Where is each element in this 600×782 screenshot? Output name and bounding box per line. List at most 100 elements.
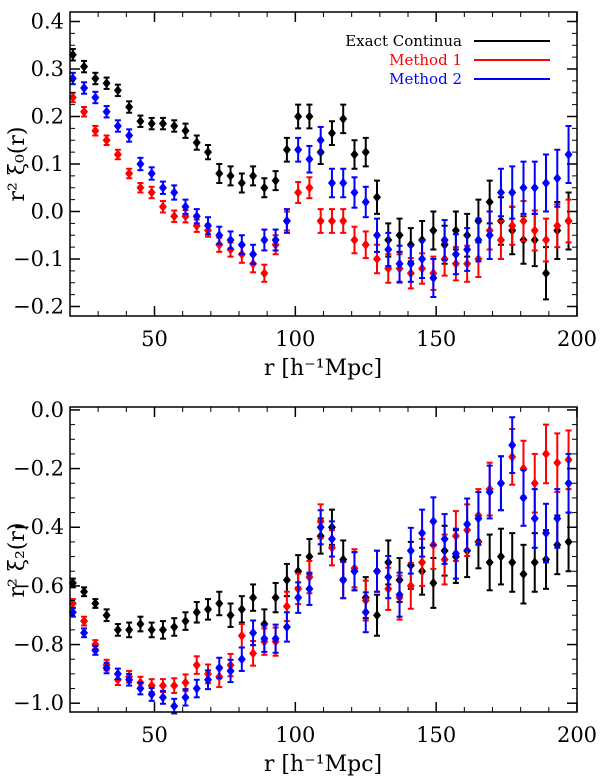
xi0-exact-continua-point: [305, 103, 314, 130]
diamond-marker: [429, 516, 438, 527]
xi0-method-2-point: [215, 225, 224, 245]
diamond-marker: [249, 170, 258, 181]
diamond-marker: [463, 519, 472, 530]
xi2-exact-continua-point: [485, 533, 494, 592]
diamond-marker: [192, 607, 201, 618]
xi2-exact-continua-point: [373, 593, 382, 637]
x-tick-label: 100: [275, 327, 315, 351]
diamond-marker: [158, 680, 167, 691]
xi0-exact-continua-point: [136, 114, 145, 128]
xi0-exact-continua-point: [204, 144, 213, 161]
diamond-marker: [350, 235, 359, 245]
diamond-marker: [395, 230, 404, 241]
xi0-method-2-point: [350, 176, 359, 209]
xi0-method-2-point: [474, 217, 483, 263]
xi0-method-2-point: [260, 228, 269, 252]
diamond-marker: [113, 121, 122, 131]
diamond-marker: [418, 528, 427, 539]
xi2-exact-continua-point: [136, 615, 145, 633]
xi2-method-2-point: [147, 686, 156, 702]
diamond-marker: [305, 583, 314, 594]
xi0-method-2-point: [485, 210, 494, 260]
diamond-marker: [496, 187, 505, 198]
diamond-marker: [282, 601, 291, 612]
xi2-method-2-point: [350, 551, 359, 592]
xi2-exact-continua-point: [192, 601, 201, 624]
diamond-marker: [305, 551, 314, 562]
xi0-exact-continua-point: [226, 165, 235, 187]
xi0-method-1-point: [361, 230, 370, 260]
diamond-marker: [406, 545, 415, 556]
xi0-method-2-point: [91, 90, 100, 105]
xi0-method-2-point: [418, 239, 427, 279]
diamond-marker: [271, 592, 280, 603]
diamond-marker: [327, 216, 336, 226]
diamond-marker: [282, 216, 291, 226]
xi0-exact-continua-point: [80, 59, 89, 74]
diamond-marker: [564, 216, 573, 226]
xi0-method-2-point: [136, 156, 145, 172]
diamond-marker: [192, 683, 201, 694]
diamond-marker: [125, 102, 134, 112]
xi0-method-2-point: [125, 128, 134, 143]
xi0-method-2-point: [249, 243, 258, 265]
xi0-exact-continua-point: [170, 119, 179, 133]
diamond-marker: [237, 654, 246, 665]
xi2-panel: 50 100 150 200 −1.0 −0.8 −0.6 −0.4 −0.2 0.0 r [h⁻…: [5, 398, 597, 777]
diamond-marker: [350, 566, 359, 577]
xi2-method-1-point: [192, 655, 201, 675]
diamond-marker: [530, 513, 539, 524]
diamond-marker: [158, 624, 167, 635]
xi2-exact-continua-point: [158, 620, 167, 640]
xi0-exact-continua-point: [91, 71, 100, 86]
diamond-marker: [316, 216, 325, 226]
diamond-marker: [158, 201, 167, 212]
xi2-exact-continua-point: [271, 581, 280, 614]
xi2-method-2-point: [485, 464, 494, 520]
xi2-method-2-point: [215, 656, 224, 680]
xi2-method-2-point: [158, 689, 167, 705]
diamond-marker: [249, 627, 258, 638]
y-tick-label: 0.3: [31, 57, 64, 81]
xi2-method-1-point: [170, 677, 179, 694]
x-tick-label: 50: [141, 327, 168, 351]
xi0-method-1-point: [80, 106, 89, 118]
diamond-marker: [249, 249, 258, 260]
diamond-marker: [339, 216, 348, 226]
y-tick-label: −0.6: [13, 574, 64, 598]
xi0-method-2-point: [282, 208, 291, 234]
xi0-method-2-point: [181, 198, 190, 215]
xi2-exact-continua-point: [249, 583, 258, 612]
xi0-method-2-point: [406, 244, 415, 283]
xi0-method-2-point: [305, 144, 314, 174]
xi2-method-2-point: [429, 496, 438, 547]
xi0-method-1-point: [136, 182, 145, 194]
xi2-method-2-point: [373, 549, 382, 593]
xi2-exact-continua-point: [170, 617, 179, 637]
xi0-method-1-point: [91, 125, 100, 137]
diamond-marker: [215, 598, 224, 609]
diamond-marker: [553, 457, 562, 468]
xi0-exact-continua-point: [249, 165, 258, 187]
diamond-marker: [91, 645, 100, 656]
diamond-marker: [147, 118, 156, 129]
diamond-marker: [282, 144, 291, 155]
diamond-marker: [158, 692, 167, 703]
diamond-marker: [564, 149, 573, 160]
diamond-marker: [339, 575, 348, 586]
diamond-marker: [440, 533, 449, 544]
xi0-exact-continua-point: [113, 83, 122, 98]
diamond-marker: [305, 182, 314, 193]
diamond-marker: [204, 147, 213, 158]
diamond-marker: [237, 604, 246, 615]
diamond-marker: [316, 522, 325, 533]
xi2-method-2-point: [249, 619, 258, 647]
xi2-exact-continua-point: [237, 595, 246, 624]
diamond-marker: [158, 118, 167, 129]
xi0-method-2-point: [294, 136, 303, 163]
xi0-method-1-point: [294, 181, 303, 204]
xi0-data-points: [68, 48, 573, 301]
diamond-marker: [327, 128, 336, 139]
